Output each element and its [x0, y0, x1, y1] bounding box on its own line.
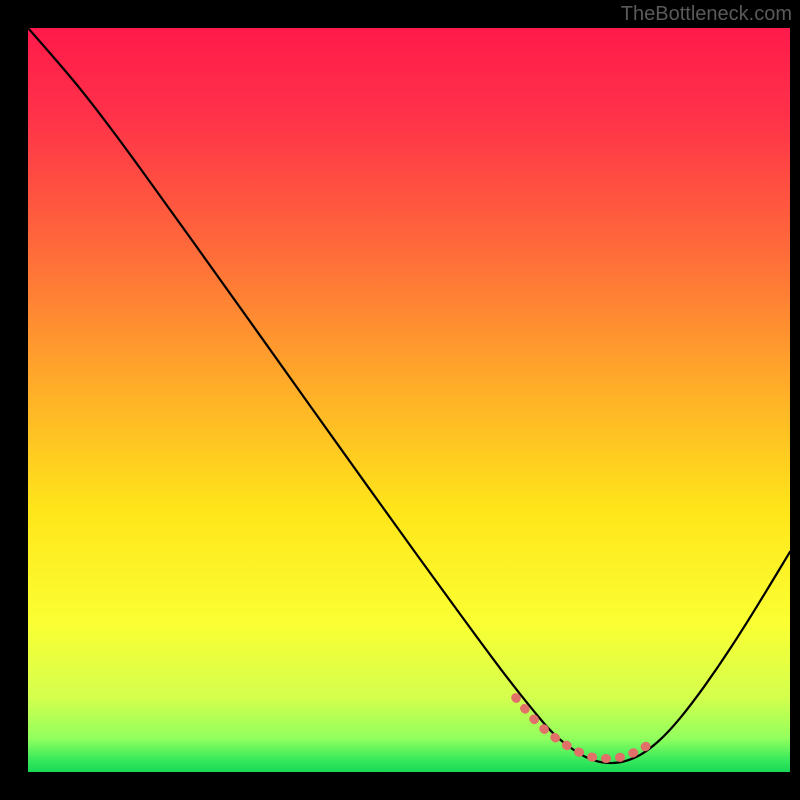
watermark-text: TheBottleneck.com — [621, 3, 792, 26]
bottleneck-curve — [28, 28, 790, 763]
chart-overlay — [28, 28, 790, 772]
chart-frame: TheBottleneck.com — [0, 0, 800, 800]
highlight-band — [516, 698, 653, 759]
plot-area — [28, 28, 790, 772]
